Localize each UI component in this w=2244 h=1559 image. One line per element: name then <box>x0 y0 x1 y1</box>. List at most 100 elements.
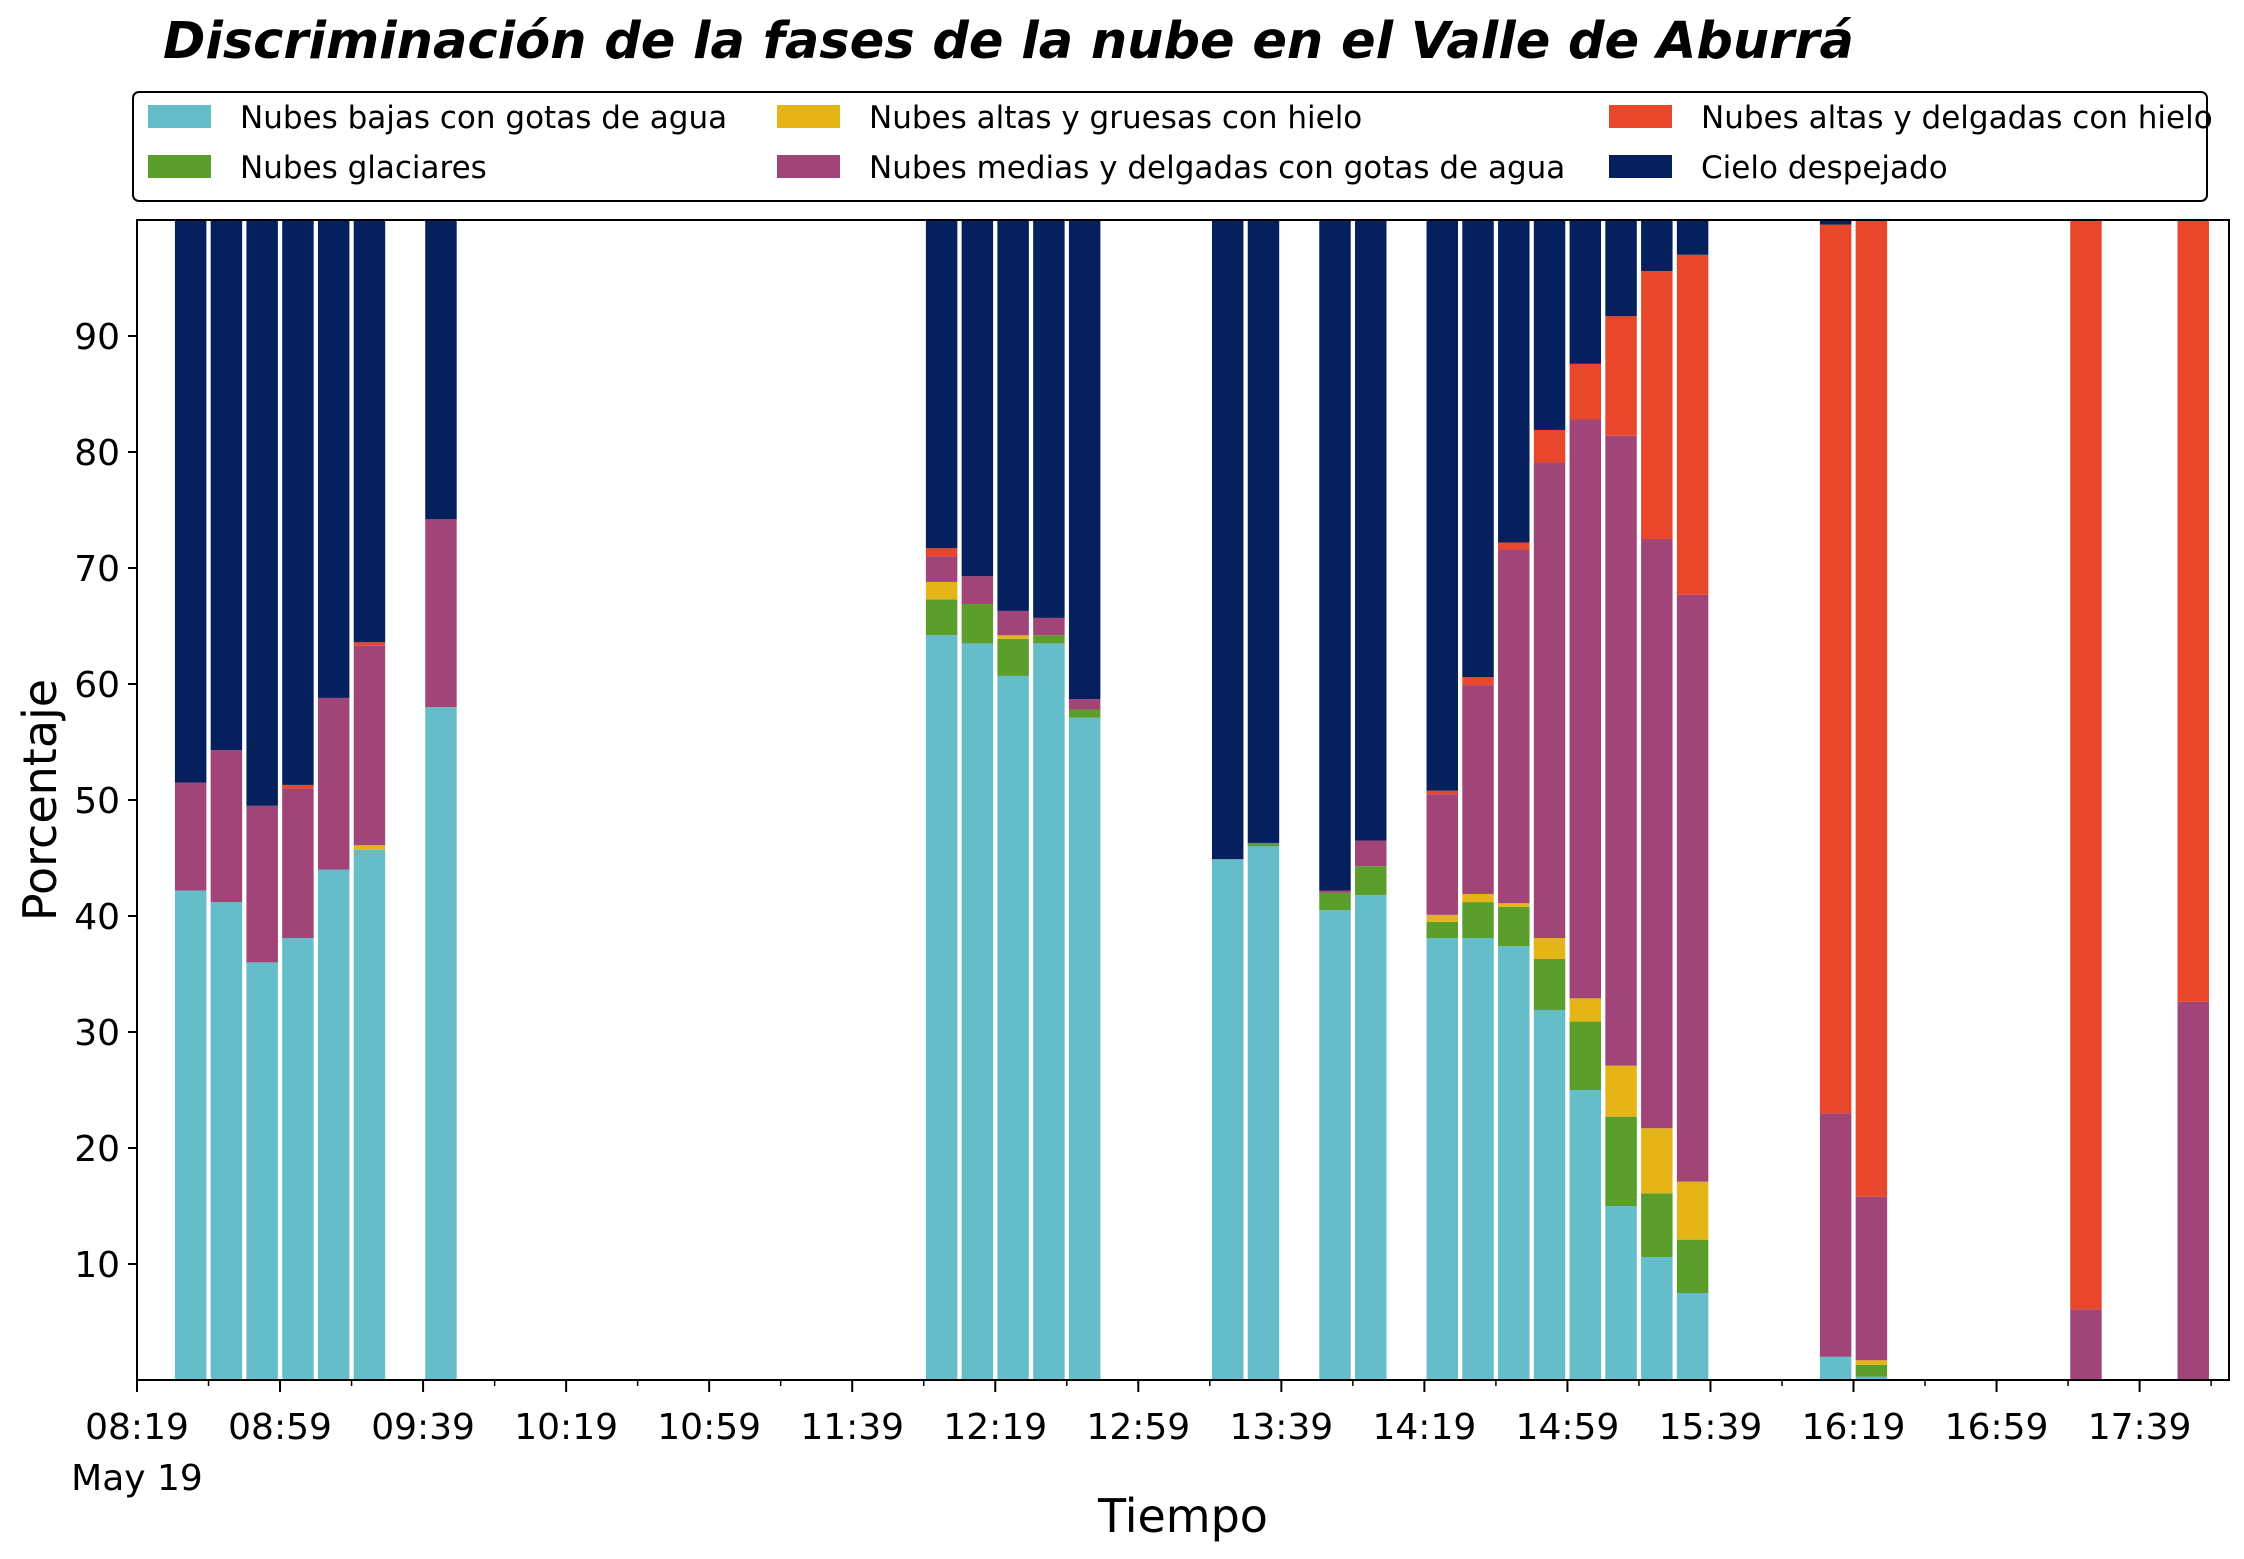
bar-segment <box>1855 220 1888 1197</box>
bar-segment <box>1462 938 1494 1380</box>
bar-segment <box>282 220 314 785</box>
x-axis-label: Tiempo <box>1097 1489 1268 1543</box>
bar-segment <box>1033 617 1065 636</box>
bar-segment <box>1319 910 1351 1380</box>
x-tick-label: 16:59 <box>1945 1407 2049 1448</box>
bar-segment <box>317 869 350 1380</box>
bar-segment <box>1676 1181 1709 1240</box>
bar-segment <box>1569 998 1602 1022</box>
bar-segment <box>1605 1065 1637 1117</box>
bar-segment <box>1855 1360 1888 1365</box>
bars <box>174 220 2209 1380</box>
bar-segment <box>1641 1193 1673 1258</box>
bar-segment <box>1068 717 1101 1380</box>
bar-segment <box>1498 220 1530 543</box>
x-tick-label: 08:19 <box>85 1407 189 1448</box>
bar-segment <box>1247 842 1280 847</box>
y-axis: 10 20 30 40 50 60 70 80 90 <box>74 317 137 1286</box>
bar-segment <box>353 645 386 846</box>
bar-segment <box>1605 1116 1637 1206</box>
bar-segment <box>353 849 386 1380</box>
bar-segment <box>1426 794 1458 915</box>
bar-segment <box>1533 220 1566 430</box>
bar-segment <box>997 675 1029 1380</box>
x-tick-label: 12:19 <box>943 1407 1047 1448</box>
x-tick-label: 12:59 <box>1086 1407 1190 1448</box>
bar-segment <box>1426 220 1458 791</box>
bar-segment <box>1426 938 1458 1380</box>
bar-segment <box>2177 1001 2209 1380</box>
bar-segment <box>1426 790 1458 795</box>
y-tick-label: 40 <box>74 897 120 938</box>
bar-segment <box>174 890 207 1380</box>
bar-segment <box>246 962 278 1380</box>
x-tick-label: 11:39 <box>800 1407 904 1448</box>
bar-segment <box>1462 902 1494 939</box>
bar-segment <box>1498 549 1530 904</box>
bar-segment <box>1462 685 1494 894</box>
bar-segment <box>1569 1090 1602 1380</box>
bar-segment <box>246 805 278 963</box>
y-tick-label: 10 <box>74 1245 120 1286</box>
bar-segment <box>1676 1239 1709 1293</box>
x-tick-label: 14:59 <box>1516 1407 1620 1448</box>
bar-segment <box>961 603 994 644</box>
bar-segment <box>1068 220 1101 700</box>
bar-segment <box>1855 1196 1888 1361</box>
bar-segment <box>997 638 1029 676</box>
bar-segment <box>1676 594 1709 1182</box>
bar-segment <box>317 697 350 870</box>
bar-segment <box>210 750 243 903</box>
x-tick-label: 10:59 <box>657 1407 761 1448</box>
bar-segment <box>1355 866 1387 896</box>
bar-segment <box>2177 220 2209 1002</box>
bar-segment <box>1641 271 1673 539</box>
chart-title: Discriminación de la fases de la nube en… <box>163 12 1854 71</box>
bar-segment <box>1676 254 1709 595</box>
bar-segment <box>1211 220 1244 860</box>
bar-segment <box>1676 1293 1709 1380</box>
y-axis-label: Porcentaje <box>13 679 67 921</box>
bar-segment <box>1819 224 1852 1114</box>
bar-segment <box>1819 1356 1852 1380</box>
legend-swatch <box>777 105 840 128</box>
bar-segment <box>1641 539 1673 1129</box>
bar-segment <box>1676 220 1709 255</box>
bar-segment <box>925 548 958 557</box>
bar-segment <box>174 782 207 891</box>
bar-segment <box>1426 921 1458 939</box>
x-tick-label: 13:39 <box>1229 1407 1333 1448</box>
bar-segment <box>1855 1376 1888 1380</box>
bar-segment <box>1498 903 1530 907</box>
bar-segment <box>1247 220 1280 843</box>
bar-segment <box>1605 316 1637 436</box>
bar-segment <box>282 938 314 1380</box>
x-tick-label: 14:19 <box>1373 1407 1477 1448</box>
bar-segment <box>1533 938 1566 959</box>
x-tick-label: 09:39 <box>371 1407 475 1448</box>
bar-segment <box>425 707 457 1380</box>
bar-segment <box>1498 906 1530 947</box>
bar-segment <box>1819 220 1852 225</box>
bar-segment <box>1641 1128 1673 1194</box>
bar-segment <box>1462 677 1494 686</box>
bar-segment <box>425 519 457 708</box>
bar-segment <box>1033 643 1065 1380</box>
y-tick-label: 90 <box>74 317 120 358</box>
bar-segment <box>2070 1309 2102 1380</box>
bar-segment <box>1426 914 1458 922</box>
x-tick-label: 16:19 <box>1802 1407 1906 1448</box>
legend-label: Nubes medias y delgadas con gotas de agu… <box>869 150 1565 186</box>
bar-segment <box>353 642 386 646</box>
bar-segment <box>1462 893 1494 903</box>
bar-segment <box>1569 419 1602 999</box>
legend-label: Cielo despejado <box>1701 150 1948 186</box>
legend-label: Nubes altas y delgadas con hielo <box>1701 100 2213 136</box>
bar-segment <box>925 599 958 636</box>
bar-segment <box>997 635 1029 639</box>
bar-segment <box>1569 220 1602 364</box>
bar-segment <box>1533 429 1566 463</box>
bar-segment <box>925 556 958 582</box>
y-tick-label: 70 <box>74 549 120 590</box>
bar-segment <box>1569 1021 1602 1090</box>
